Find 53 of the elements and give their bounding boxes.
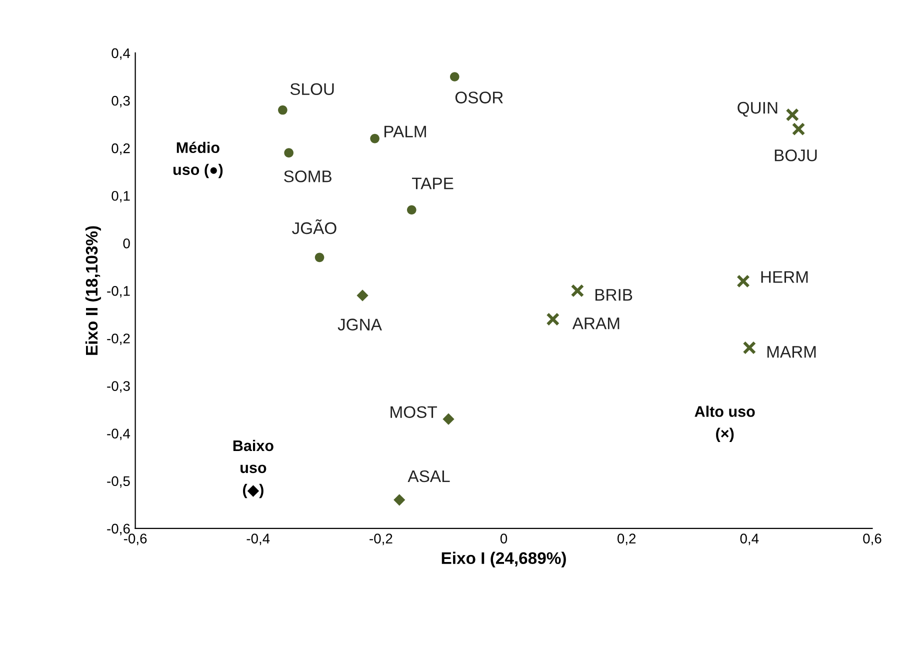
- y-axis-title: Eixo II (18,103%): [85, 226, 101, 355]
- point: [792, 122, 806, 136]
- data-label: SOMB: [284, 170, 332, 182]
- x-tick-label: -0,2: [370, 534, 392, 546]
- annotation: Baixo uso (◆): [233, 440, 274, 498]
- data-label: OSOR: [455, 92, 503, 104]
- point: [442, 413, 454, 425]
- data-label: SLOU: [290, 83, 334, 96]
- annotation: Médio uso (●): [173, 142, 223, 178]
- data-label: ASAL: [408, 470, 450, 482]
- point: [786, 108, 800, 122]
- x-tick-label: 0,2: [617, 534, 636, 546]
- data-label: BOJU: [774, 149, 817, 162]
- x-tick-label: 0,4: [740, 534, 759, 546]
- y-tick-label: -0,5: [107, 476, 130, 488]
- point: [742, 341, 756, 354]
- point: [394, 494, 406, 506]
- x-tick-label: 0,6: [863, 534, 882, 546]
- data-label: ARAM: [572, 318, 620, 330]
- point: [278, 105, 288, 115]
- y-tick-label: -0,4: [107, 428, 130, 440]
- data-label: JGÃO: [292, 219, 336, 234]
- y-tick-label: 0,1: [112, 190, 130, 202]
- y-tick-label: 0: [123, 238, 130, 248]
- data-label: HERM: [761, 271, 808, 283]
- y-tick-label: 0,4: [112, 48, 130, 60]
- x-tick-label: -0,4: [246, 534, 270, 546]
- y-tick-label: -0,3: [107, 381, 130, 393]
- data-label: TAPE: [412, 178, 454, 190]
- data-label: MARM: [767, 346, 816, 358]
- x-axis-title: Eixo I (24,689%): [442, 552, 566, 568]
- point: [370, 134, 380, 144]
- point: [314, 252, 324, 262]
- annotation: Alto uso (×): [694, 406, 755, 442]
- data-label: QUIN: [738, 102, 778, 117]
- y-tick-label: 0,3: [112, 96, 130, 108]
- point: [356, 290, 368, 302]
- data-label: MOST: [390, 406, 438, 418]
- x-tick-label: -0,6: [124, 534, 147, 546]
- point: [570, 284, 584, 298]
- data-label: BRIB: [595, 289, 632, 301]
- y-tick-label: -0,6: [107, 524, 130, 536]
- y-tick-label: -0,2: [107, 334, 130, 346]
- y-tick-label: 0,2: [112, 143, 130, 155]
- point: [736, 274, 750, 288]
- x-tick-label: 0: [500, 534, 508, 544]
- data-label: JGNA: [338, 318, 382, 330]
- point: [284, 148, 294, 158]
- point: [546, 312, 560, 326]
- data-label: PALM: [384, 126, 426, 138]
- point: [406, 205, 416, 215]
- y-tick-label: -0,1: [107, 286, 130, 298]
- point: [450, 72, 460, 82]
